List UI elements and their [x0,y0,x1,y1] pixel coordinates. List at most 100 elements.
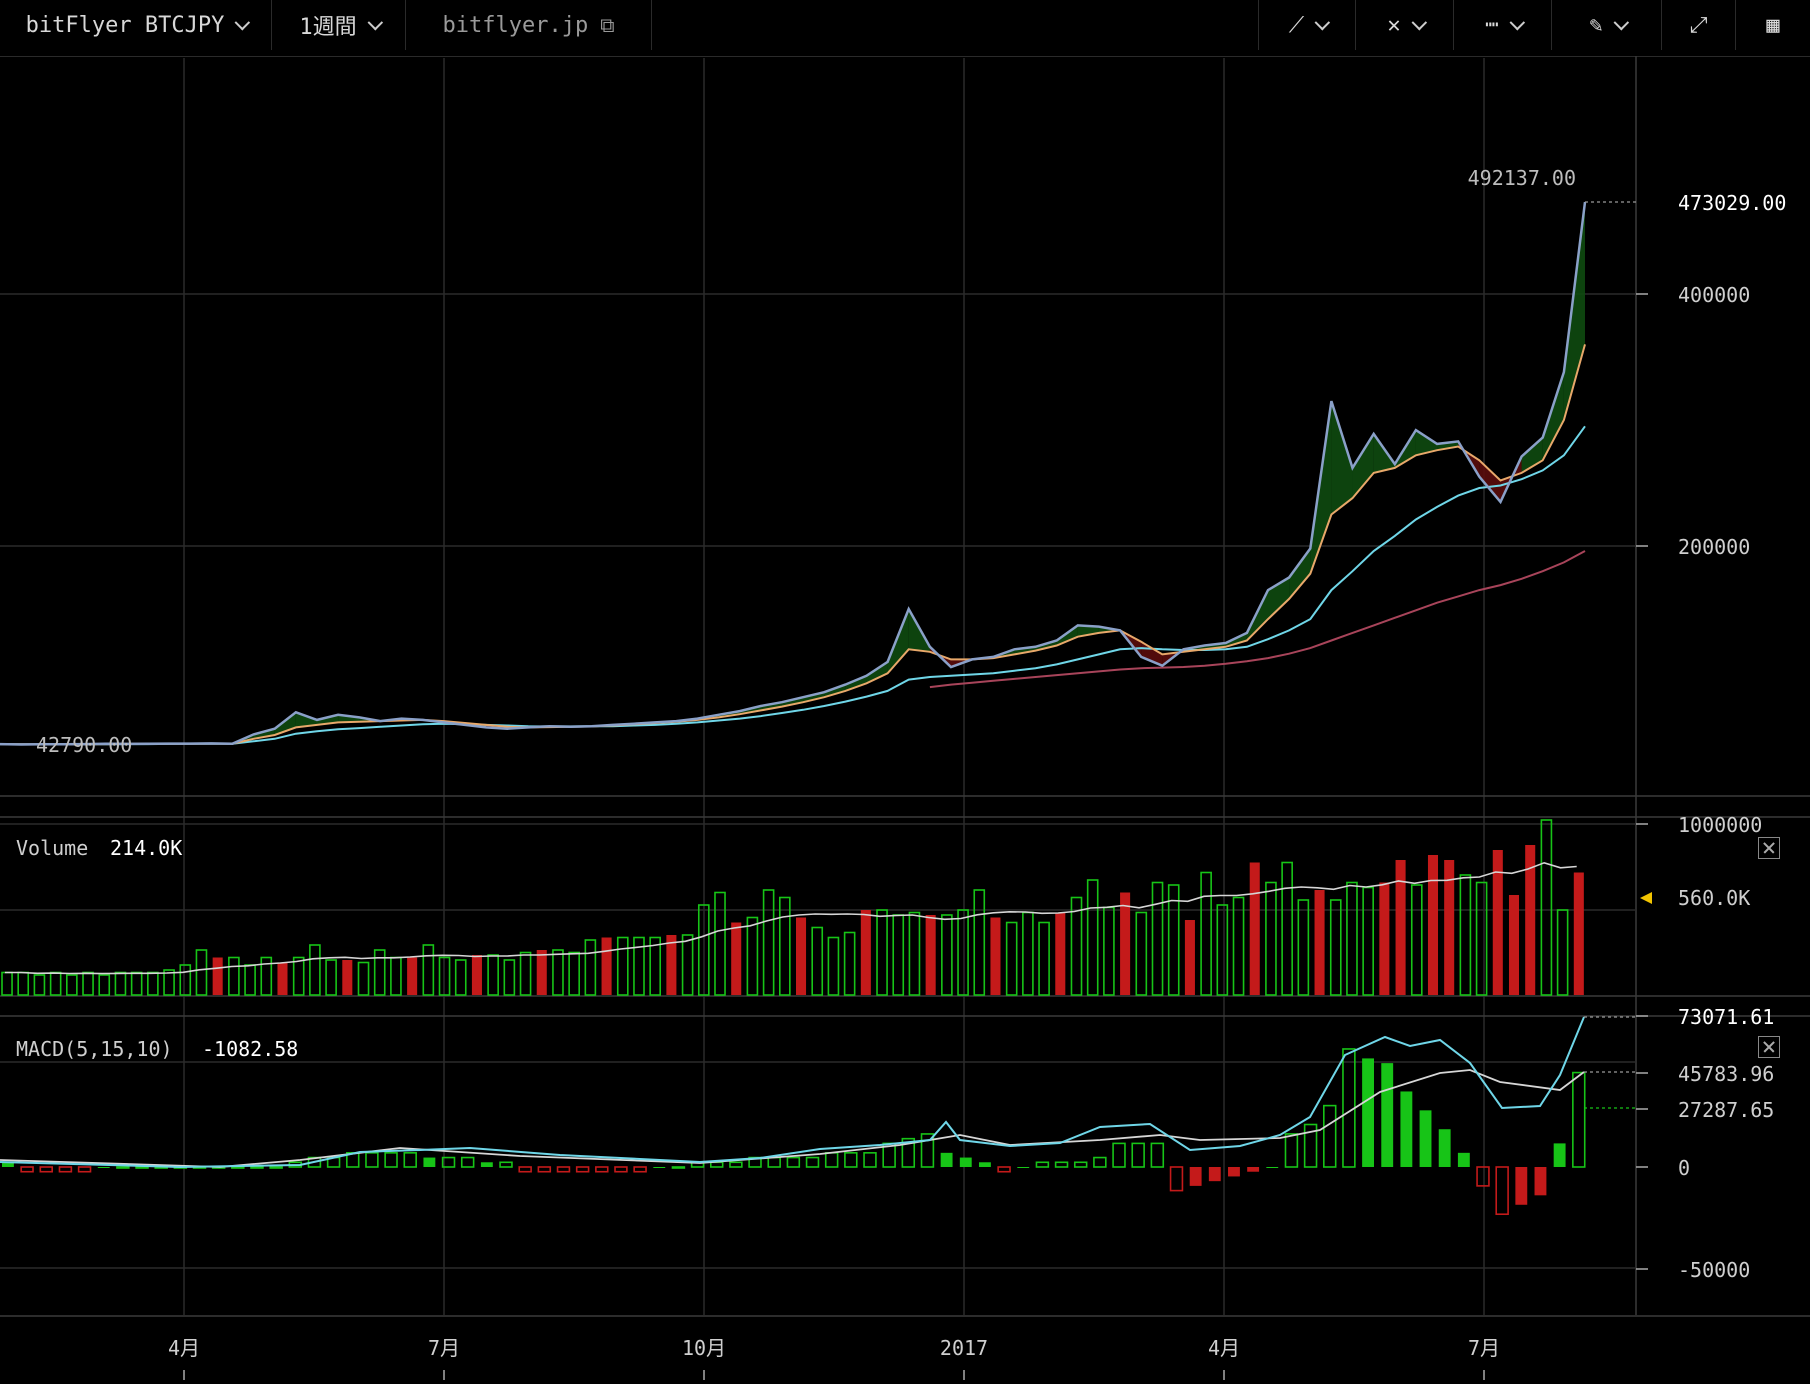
macd-histogram-bar [1303,1123,1318,1168]
volume-bar [649,936,662,996]
macd-close-icon[interactable] [1758,1036,1780,1058]
volume-bar [1410,884,1423,996]
macd-axis-label: -50000 [1678,1258,1750,1282]
volume-bar [373,949,386,996]
chart-type-button[interactable]: ┉ [1454,0,1552,50]
volume-bar [1216,904,1229,996]
volume-bar [1151,881,1164,996]
chevron-down-icon [1314,14,1331,30]
volume-bar [1120,892,1131,995]
volume-bar [1395,860,1406,995]
cloud-segment [1077,625,1099,637]
volume-bar [66,974,78,996]
volume-bar [1556,909,1569,996]
macd-histogram-bar [135,1166,149,1169]
macd-histogram-bar [1572,1071,1586,1168]
macd-panel: MACD(5,15,10) -1082.58 [0,1016,1636,1216]
macd-histogram-bar [1342,1048,1356,1168]
drawing-tool-button[interactable]: ✎ [1552,0,1662,50]
chart-type-icon: ┉ [1485,12,1499,38]
volume-bar [1249,862,1260,995]
price-tick-label: 400000 [1678,283,1750,307]
volume-bar [731,922,742,995]
macd-histogram-bar [1266,1167,1279,1168]
grid [0,56,1810,1317]
price-tick-label: 200000 [1678,535,1750,559]
volume-bar [1103,906,1115,996]
axes: 473029.00 400000 200000 1000000 560.0K 73071.… [168,191,1786,1380]
volume-bar [1167,884,1180,996]
volume-close-icon[interactable] [1758,837,1780,859]
ma-slow-line [929,550,1586,689]
volume-bar [212,957,223,995]
volume-bar [1314,890,1325,995]
volume-bar [1492,850,1503,995]
volume-bar [422,944,435,996]
volume-bar [568,951,580,996]
volume-bar [681,934,694,996]
volume-bar [876,909,888,996]
x-axis-label: 10月 [682,1336,726,1360]
site-link[interactable]: bitflyer.jp ⧉ [406,0,652,50]
volume-max-label: 1000000 [1678,813,1762,837]
volume-bar [1070,896,1083,996]
volume-marker-icon [1640,892,1652,904]
volume-bar [1297,899,1310,996]
macd-histogram-bar [786,1156,801,1168]
volume-bar [908,911,921,996]
volume-bar [827,936,840,996]
symbol-selector[interactable]: bitFlyer BTCJPY [0,0,272,50]
volume-bar [941,914,953,996]
macd-axis-label: 45783.96 [1678,1062,1774,1086]
macd-histogram-bar [1208,1167,1221,1182]
macd-histogram-bar [97,1167,110,1168]
macd-histogram-bar [518,1166,532,1173]
macd-histogram-bar [1284,1133,1299,1168]
macd-histogram-bar [978,1162,991,1167]
pencil-icon: ✎ [1589,12,1603,38]
macd-histogram-bar [1093,1156,1107,1168]
line-style-button[interactable]: ⟋ [1258,0,1356,50]
volume-bar [973,889,986,996]
macd-histogram-bar [1495,1166,1509,1216]
macd-histogram-bar [1534,1167,1547,1196]
macd-histogram-bar [1515,1167,1528,1205]
macd-histogram-bar [1362,1058,1374,1167]
indicator-button[interactable]: ✕ [1356,0,1454,50]
macd-histogram-bar [1247,1167,1260,1172]
x-axis-label: 2017 [940,1336,988,1360]
fullscreen-button[interactable]: ⤢ [1662,0,1736,50]
volume-bar [1379,882,1390,995]
macd-histogram-bar [384,1152,398,1168]
macd-histogram-bar [460,1156,475,1168]
snapshot-button[interactable]: ▦ [1736,0,1810,50]
macd-histogram-bar [269,1166,283,1169]
cloud-segment [1373,433,1395,473]
macd-histogram-bar [20,1166,34,1173]
volume-bar [260,956,273,996]
macd-histogram-bar [2,1162,14,1167]
volume-bar [1508,895,1520,995]
interval-selector[interactable]: 1週間 [272,0,406,50]
macd-histogram-bar [556,1166,571,1173]
volume-bar [536,950,547,995]
volume-bar [1,971,13,996]
macd-histogram-bar [1017,1167,1030,1168]
volume-bar [714,891,726,996]
volume-bar [49,971,62,996]
volume-bar [487,954,499,996]
volume-bar [892,914,905,996]
high-label: 492137.00 [1468,166,1576,190]
macd-axis-label: 73071.61 [1678,1005,1774,1029]
volume-bar [130,971,143,996]
volume-bar [1265,881,1277,996]
volume-bar [325,959,337,996]
volume-panel: Volume 214.0K [1,819,1584,996]
volume-bar [1055,912,1066,995]
macd-histogram-bar [920,1133,935,1168]
chart-area[interactable]: 492137.00 42790.00 Volume 214.0K MACD(5,15… [0,56,1810,1384]
macd-histogram-bar [1400,1091,1413,1167]
macd-histogram-bar [423,1157,436,1167]
macd-histogram-bar [1457,1152,1470,1167]
volume-ma-line [4,861,1577,975]
